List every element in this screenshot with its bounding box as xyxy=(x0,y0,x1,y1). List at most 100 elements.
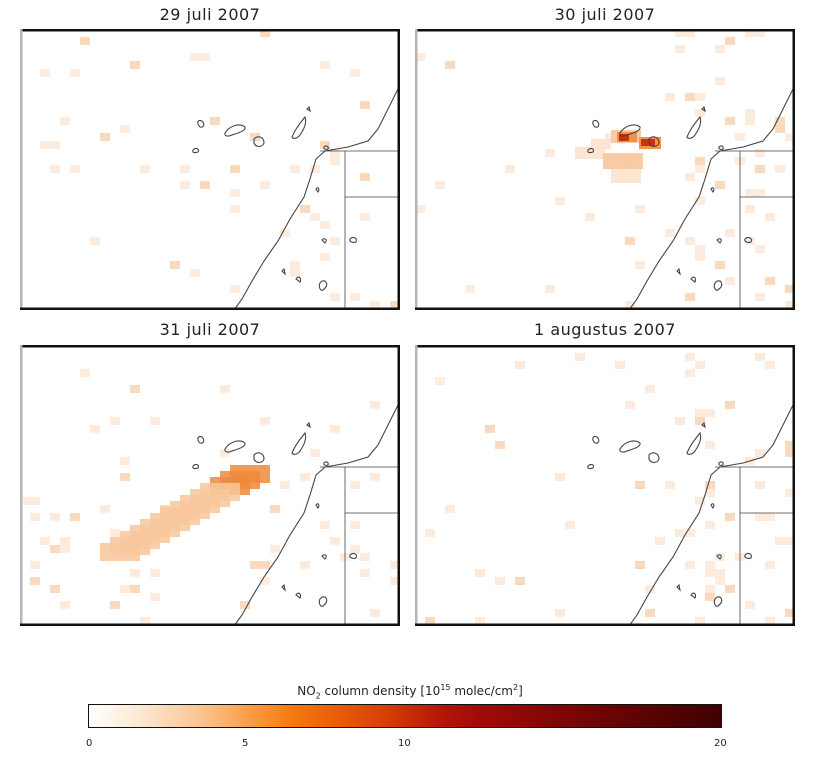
swath-cell xyxy=(545,285,555,293)
island-8 xyxy=(321,238,327,244)
swath-cell xyxy=(755,165,765,173)
swath-cell xyxy=(785,449,795,457)
swath-cell xyxy=(705,585,715,593)
swath-cell xyxy=(120,457,130,465)
swath-cell xyxy=(390,561,400,569)
swath-cell xyxy=(230,285,240,293)
island-0 xyxy=(197,119,205,128)
island-1 xyxy=(224,124,246,137)
plume-cell-5 xyxy=(591,139,611,149)
swath-cell xyxy=(50,141,60,149)
swath-cell xyxy=(775,125,785,133)
island-3 xyxy=(686,115,702,139)
swath-cell xyxy=(180,165,190,173)
coast-africa xyxy=(233,88,399,310)
map-frame xyxy=(415,29,795,310)
swath-cell xyxy=(330,157,340,165)
plume-cell-4 xyxy=(641,139,655,146)
swath-cell xyxy=(645,585,655,593)
swath-cell xyxy=(695,253,705,261)
swath-cell xyxy=(30,513,40,521)
swath-cell xyxy=(330,149,340,157)
swath-cell xyxy=(765,561,775,569)
island-6 xyxy=(718,461,724,466)
swath-cell xyxy=(310,449,320,457)
swath-cell xyxy=(445,505,455,513)
swath-cell xyxy=(370,301,380,309)
swath-cell xyxy=(150,593,160,601)
swath-cell xyxy=(685,29,695,37)
swath-cell xyxy=(715,45,725,53)
panel-title-1: 29 juli 2007 xyxy=(159,5,261,24)
island-7 xyxy=(744,237,752,243)
swath-cell xyxy=(605,133,615,141)
swath-cell xyxy=(60,537,70,545)
swath-cell xyxy=(495,577,505,585)
swath-cell xyxy=(350,481,360,489)
swath-cell xyxy=(705,441,715,449)
swath-cell xyxy=(785,609,795,617)
swath-cell xyxy=(755,481,765,489)
swath-cell xyxy=(555,197,565,205)
swath-cell xyxy=(120,125,130,133)
swath-cell xyxy=(775,537,785,545)
swath-cell xyxy=(695,245,705,253)
swath-cell xyxy=(645,385,655,393)
swath-cell xyxy=(50,513,60,521)
swath-cell xyxy=(625,301,635,309)
island-10 xyxy=(281,583,286,592)
plume-cell-8 xyxy=(611,169,641,183)
island-9 xyxy=(710,187,715,193)
swath-cell xyxy=(80,369,90,377)
swath-cell xyxy=(320,141,330,149)
swath-cell xyxy=(695,361,705,369)
swath-cell xyxy=(565,521,575,529)
island-5 xyxy=(701,105,706,113)
colorbar xyxy=(88,704,722,728)
swath-cell xyxy=(685,93,695,101)
island-4 xyxy=(192,463,200,470)
swath-cell xyxy=(425,617,435,625)
island-10 xyxy=(676,267,681,276)
swath-cell xyxy=(665,481,675,489)
swath-cell xyxy=(290,165,300,173)
swath-cell xyxy=(685,237,695,245)
swath-cell xyxy=(745,189,755,197)
swath-cell xyxy=(445,61,455,69)
island-11 xyxy=(295,276,302,283)
swath-cell xyxy=(755,293,765,301)
swath-cell xyxy=(695,417,705,425)
island-3 xyxy=(686,431,702,455)
swath-cell xyxy=(715,181,725,189)
swath-cell xyxy=(495,441,505,449)
swath-cell xyxy=(785,301,795,309)
panel-title-3: 31 juli 2007 xyxy=(159,320,261,339)
island-2 xyxy=(253,452,265,463)
swath-cell xyxy=(320,521,330,529)
swath-cell xyxy=(765,513,775,521)
island-9 xyxy=(315,187,320,193)
swath-cell xyxy=(110,417,120,425)
swath-cell xyxy=(755,245,765,253)
colorbar-tick-10: 10 xyxy=(398,738,411,749)
swath-cell xyxy=(415,205,425,213)
island-4 xyxy=(192,147,200,154)
island-0 xyxy=(592,119,600,128)
swath-cell xyxy=(260,577,270,585)
swath-cell xyxy=(150,569,160,577)
swath-cell xyxy=(200,53,210,61)
swath-cell xyxy=(675,45,685,53)
swath-cell xyxy=(715,553,725,561)
swath-cell xyxy=(515,577,525,585)
map-frame xyxy=(20,345,400,626)
island-6 xyxy=(323,145,329,150)
island-12 xyxy=(713,280,723,291)
swath-cell xyxy=(120,473,130,481)
island-12 xyxy=(318,280,328,291)
swath-cell xyxy=(645,609,655,617)
swath-cell xyxy=(330,537,340,545)
swath-cell xyxy=(280,229,290,237)
swath-cell xyxy=(475,569,485,577)
island-3 xyxy=(291,115,307,139)
swath-cell xyxy=(40,141,50,149)
